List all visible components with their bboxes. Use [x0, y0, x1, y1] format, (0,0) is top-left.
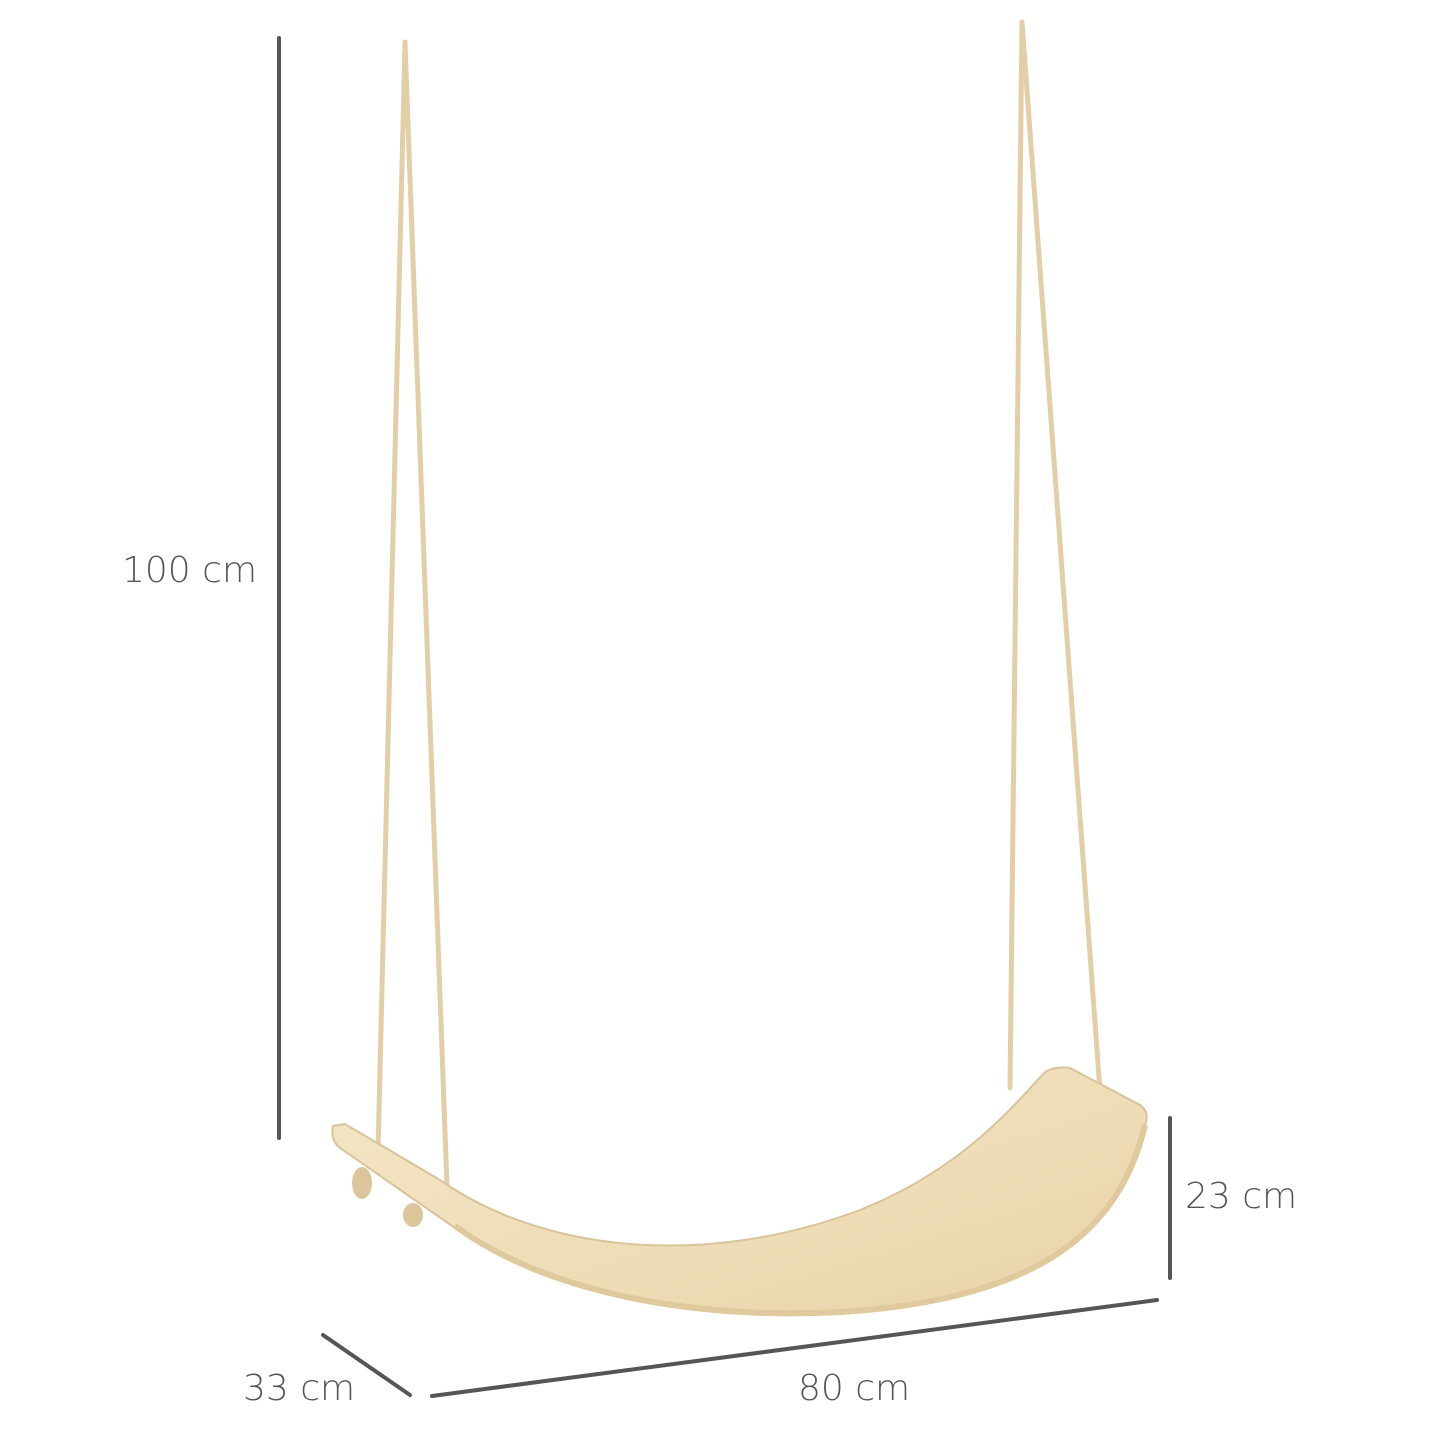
width-label: 80 cm [798, 1368, 911, 1409]
seat-height-label: 23 cm [1185, 1176, 1298, 1217]
wooden-seat [331, 1066, 1148, 1317]
knot-right [403, 1203, 423, 1227]
dimension-lines [277, 36, 1172, 1398]
knot-left [352, 1167, 372, 1199]
right-rope-inner [1019, 19, 1106, 1135]
depth-label: 33 cm [243, 1368, 356, 1409]
rope-knots [352, 1167, 423, 1227]
seat-front-edge [453, 1124, 1148, 1317]
width-dimension-line [430, 1298, 1159, 1398]
left-rope-outer [375, 39, 408, 1155]
ropes [375, 19, 1106, 1189]
left-rope-inner [402, 39, 450, 1189]
depth-dimension-line [321, 1333, 412, 1397]
right-rope-outer [1007, 19, 1025, 1091]
height-label: 100 cm [122, 550, 258, 591]
